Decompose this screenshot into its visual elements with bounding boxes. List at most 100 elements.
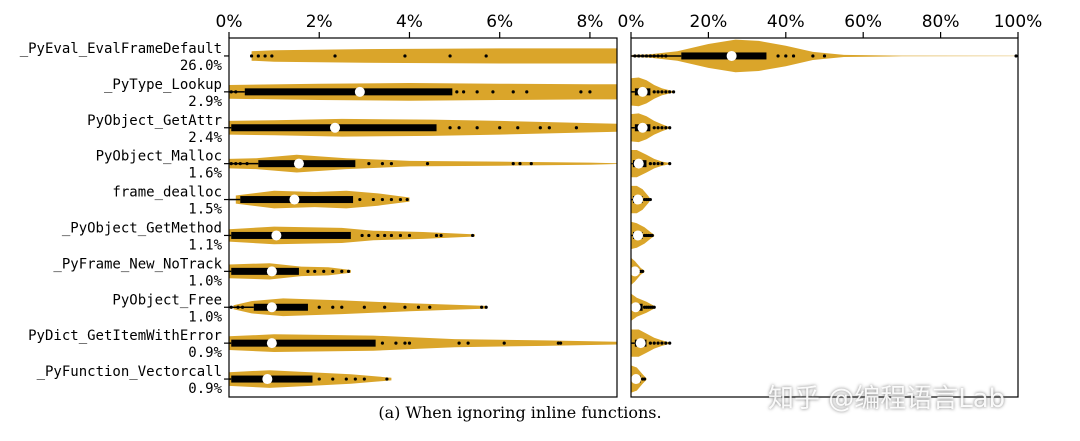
figure-caption: (a) When ignoring inline functions. [378, 403, 662, 422]
median-dot [266, 302, 277, 313]
median-dot [293, 158, 304, 169]
violin [251, 48, 617, 64]
function-name-label: PyDict_GetItemWithError [28, 328, 222, 344]
outlier-dot [394, 341, 398, 345]
outlier-dot [641, 269, 645, 273]
function-share-label: 1.6% [188, 166, 222, 182]
x-tick-label: 20% [690, 12, 728, 32]
outlier-dot [559, 341, 563, 345]
outlier-dot [317, 377, 321, 381]
outlier-dot [498, 126, 502, 130]
outlier-dot [538, 126, 542, 130]
outlier-dot [380, 197, 384, 202]
outlier-dot [362, 305, 366, 309]
outlier-dot [333, 54, 337, 58]
x-tick-label: 80% [922, 12, 960, 32]
outlier-dot [389, 197, 394, 202]
outlier-dot [511, 162, 515, 166]
outlier-dot [471, 233, 475, 238]
function-share-label: 2.9% [188, 94, 222, 110]
function-name-label: _PyFunction_Vectorcall [37, 364, 222, 380]
outlier-dot [448, 126, 452, 130]
median-dot [637, 86, 648, 97]
violin [631, 77, 674, 107]
outlier-dot [668, 90, 672, 94]
function-share-label: 2.4% [188, 130, 222, 146]
outlier-dot [784, 54, 788, 58]
violin-group [631, 39, 1018, 393]
outlier-dot [511, 90, 515, 94]
outlier-dot [652, 90, 656, 94]
outlier-dot [340, 305, 344, 309]
outlier-dot [270, 54, 274, 58]
outlier-dot [331, 305, 335, 309]
function-share-label: 1.5% [188, 202, 222, 218]
outlier-dot [652, 162, 656, 166]
iqr-box [231, 231, 351, 239]
median-dot [262, 374, 273, 385]
median-dot [631, 266, 640, 277]
outlier-dot [317, 305, 321, 309]
iqr-box [253, 303, 308, 311]
function-share-label: 1.0% [188, 309, 222, 325]
outlier-dot [668, 162, 672, 166]
outlier-dot [439, 233, 443, 238]
outlier-dot [668, 341, 672, 345]
panel-frame [630, 37, 1019, 398]
watermark: 知乎 @编程语言Lab [768, 384, 1006, 414]
violin [229, 154, 617, 173]
outlier-dot [579, 90, 583, 94]
outlier-dot [405, 197, 409, 202]
outlier-dot [462, 90, 466, 94]
outlier-dot [480, 305, 484, 309]
outlier-dot [346, 269, 351, 273]
median-dot [637, 122, 648, 133]
outlier-dot [407, 341, 412, 345]
x-tick-label: 4% [396, 12, 423, 32]
outlier-dot [331, 377, 335, 381]
function-share-label: 1.0% [188, 273, 222, 289]
outlier-dot [371, 197, 375, 202]
outlier-dot [416, 305, 421, 309]
x-tick-label: 40% [767, 12, 805, 32]
outlier-dot [398, 233, 403, 238]
median-dot [635, 338, 646, 349]
outlier-dot [668, 126, 672, 130]
outlier-dot [475, 90, 479, 94]
function-share-label: 0.9% [188, 381, 222, 397]
median-dot [266, 266, 277, 277]
outlier-dot [362, 377, 366, 381]
outlier-dot [650, 233, 654, 238]
outlier-dot [360, 233, 364, 238]
x-tick-label: 0% [618, 12, 645, 32]
outlier-dot [475, 126, 479, 130]
outlier-dot [403, 305, 407, 309]
x-tick-label: 8% [576, 12, 603, 32]
outlier-dot [484, 54, 488, 58]
panel-frame [228, 37, 618, 398]
outlier-dot [376, 233, 380, 238]
median-dot [633, 158, 644, 169]
outlier-dot [811, 54, 815, 58]
median-dot [631, 374, 642, 385]
outlier-dot [529, 162, 533, 166]
violin-group [229, 48, 617, 388]
outlier-dot [383, 233, 387, 238]
outlier-dot [389, 162, 394, 166]
outlier-dot [466, 341, 470, 345]
outlier-dot [380, 341, 384, 345]
function-share-label: 26.0% [180, 58, 223, 74]
median-dot [631, 302, 641, 313]
outlier-dot [574, 126, 578, 130]
function-name-label: _PyFrame_New_NoTrack [53, 256, 222, 272]
outlier-dot [389, 233, 394, 238]
median-dot [330, 122, 341, 133]
function-name-label: PyObject_Free [112, 292, 222, 308]
function-name-label: PyObject_Malloc [96, 149, 222, 165]
right-panel: 0% 20% 40% 60% 80% 100% [618, 12, 1042, 398]
outlier-dot [398, 197, 403, 202]
x-tick-label: 0% [216, 12, 243, 32]
outlier-dot [518, 162, 522, 166]
outlier-dot [380, 162, 384, 166]
